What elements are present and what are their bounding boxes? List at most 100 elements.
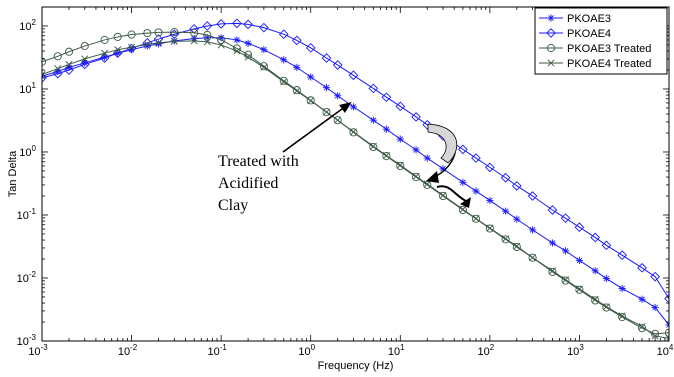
- data-point-pkoae3-treated: [292, 86, 301, 95]
- legend-marker-pkoae4: [546, 28, 556, 38]
- data-point-pkoae4-treated: [369, 142, 377, 150]
- data-point-pkoae4-treated: [472, 214, 480, 223]
- data-point-pkoae3-treated: [561, 276, 570, 285]
- data-point-pkoae4: [560, 213, 571, 224]
- data-point-pkoae3-treated: [349, 128, 358, 137]
- data-point-pkoae4: [601, 240, 612, 251]
- data-point-pkoae4: [112, 48, 123, 59]
- data-point-pkoae3: [322, 84, 331, 92]
- data-point-pkoae4: [42, 73, 47, 83]
- data-point-pkoae3: [293, 63, 301, 71]
- legend-box: [534, 7, 668, 75]
- data-point-pkoae4-treated: [280, 78, 288, 86]
- data-point-pkoae4: [500, 172, 511, 183]
- data-point-pkoae4: [169, 29, 180, 40]
- data-point-pkoae4-treated: [651, 332, 659, 340]
- y-tick-label: 100: [19, 144, 36, 159]
- data-point-pkoae4-treated: [190, 37, 198, 45]
- data-point-pkoae3: [513, 215, 521, 223]
- data-point-pkoae3-treated: [203, 30, 212, 40]
- plot-frame: [41, 6, 670, 342]
- legend: PKOAE3 PKOAE4 PKOAE3 Treated PKOAE4 Trea…: [534, 7, 668, 75]
- data-point-pkoae3-treated: [64, 47, 74, 56]
- legend-item-pkoae4: PKOAE4: [539, 28, 611, 40]
- data-point-pkoae3-treated: [501, 235, 510, 244]
- data-point-pkoae4: [243, 19, 253, 30]
- data-point-pkoae3: [602, 274, 610, 283]
- data-point-pkoae3-treated: [664, 328, 669, 337]
- x-tick-label: 10-1: [207, 343, 227, 358]
- data-point-pkoae4: [485, 162, 495, 173]
- series-line-pkoae4: [42, 22, 669, 299]
- x-tick-label: 101: [388, 343, 405, 358]
- data-point-pkoae4: [216, 19, 226, 29]
- data-point-pkoae3-treated: [575, 285, 584, 294]
- plot-layer: [42, 18, 669, 341]
- data-point-pkoae3: [412, 146, 420, 154]
- data-point-pkoae3: [423, 154, 431, 162]
- annotation-line-2: Acidified: [218, 175, 278, 192]
- data-point-pkoae3: [369, 116, 377, 124]
- x-axis-label: Frequency (Hz): [318, 360, 394, 372]
- data-point-pkoae3: [244, 39, 252, 47]
- data-point-pkoae4-treated: [591, 295, 599, 303]
- data-point-pkoae4-treated: [529, 254, 537, 262]
- data-point-pkoae4: [471, 153, 481, 163]
- curved-arrow-large-head: [426, 171, 439, 183]
- data-point-pkoae4: [574, 222, 585, 233]
- data-point-pkoae3-treated: [217, 35, 226, 44]
- data-point-pkoae3-treated: [143, 29, 152, 38]
- data-point-pkoae4-treated: [349, 128, 357, 136]
- data-point-pkoae3: [459, 178, 467, 186]
- data-point-pkoae3-treated: [548, 267, 557, 276]
- data-point-pkoae4: [305, 42, 316, 53]
- data-point-pkoae4: [617, 250, 628, 261]
- data-point-pkoae4-treated: [548, 267, 556, 275]
- data-point-pkoae4-treated: [618, 312, 626, 320]
- data-point-pkoae3-treated: [458, 205, 467, 215]
- legend-item-pkoae4-treated: PKOAE4 Treated: [539, 58, 651, 70]
- data-point-pkoae4: [52, 68, 63, 79]
- data-point-pkoae4-treated: [459, 205, 467, 213]
- annotation-arrow-line: [282, 108, 343, 153]
- data-point-pkoae4-treated: [307, 97, 315, 105]
- data-point-pkoae3-treated: [53, 52, 62, 61]
- data-point-pkoae4: [527, 191, 538, 201]
- annotation-arrow-head: [339, 101, 352, 114]
- data-point-pkoae4-treated: [575, 285, 583, 293]
- data-point-pkoae3-treated: [618, 312, 627, 322]
- data-point-pkoae4: [637, 262, 647, 273]
- data-point-pkoae3: [528, 226, 537, 234]
- data-point-pkoae3: [396, 135, 404, 143]
- data-point-pkoae3: [280, 56, 288, 64]
- data-point-pkoae3-treated: [438, 191, 448, 201]
- data-point-pkoae4-treated: [322, 108, 331, 116]
- data-point-pkoae4-treated: [128, 43, 136, 51]
- annotation-line-1: Treated with: [218, 153, 299, 170]
- legend-item-pkoae3-treated: PKOAE3 Treated: [539, 43, 651, 55]
- data-point-pkoae4-treated: [260, 63, 268, 71]
- data-point-pkoae3-treated: [396, 161, 405, 171]
- legend-marker-pkoae3: [547, 14, 555, 22]
- data-point-pkoae4: [232, 18, 242, 29]
- data-point-pkoae4: [381, 92, 392, 103]
- data-point-pkoae3: [665, 321, 669, 329]
- data-point-pkoae4-treated: [602, 303, 610, 311]
- data-point-pkoae4-treated: [101, 49, 109, 57]
- data-point-pkoae3: [651, 303, 659, 312]
- x-tick-label: 102: [478, 343, 495, 358]
- data-point-pkoae3-treated: [113, 32, 122, 41]
- data-point-pkoae4: [202, 21, 213, 31]
- legend-item-pkoae3: PKOAE3: [539, 13, 611, 25]
- data-point-pkoae3: [486, 196, 494, 205]
- data-point-pkoae4-treated: [81, 55, 89, 63]
- data-point-pkoae3: [548, 239, 557, 247]
- data-point-pkoae4-treated: [114, 46, 122, 54]
- data-point-pkoae3-treated: [154, 28, 163, 37]
- data-point-pkoae4: [79, 59, 90, 70]
- data-point-pkoae4-treated: [293, 87, 301, 95]
- data-point-pkoae3-treated: [100, 35, 109, 44]
- annotation-line-3: Clay: [218, 197, 248, 214]
- data-point-pkoae4: [348, 70, 359, 81]
- data-point-pkoae4-treated: [439, 191, 447, 199]
